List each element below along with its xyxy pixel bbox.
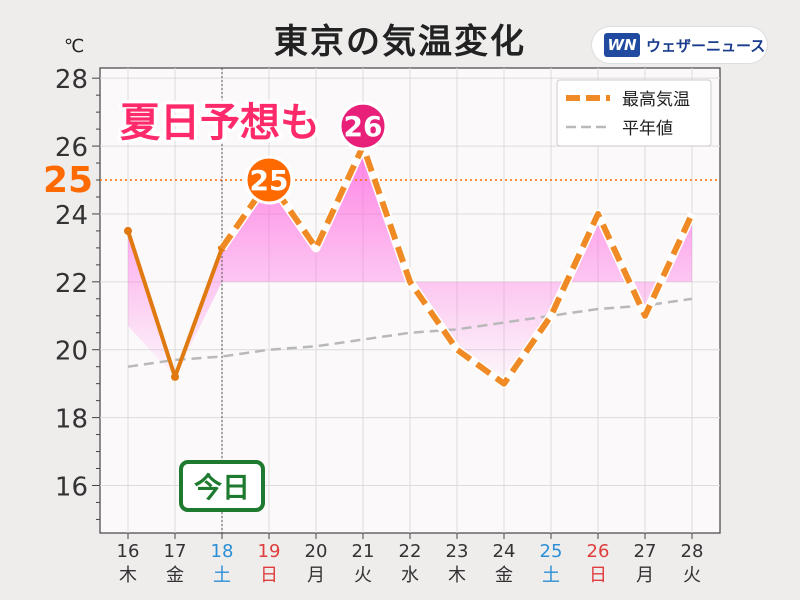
y-axis: 16 18 20 22 24 26 28 <box>55 65 100 520</box>
x-weekday-label: 月 <box>636 565 654 586</box>
y-unit-label: ℃ <box>64 36 85 57</box>
peak-badge-label: 25 <box>250 164 289 197</box>
x-weekday-label: 月 <box>307 565 325 586</box>
x-weekday-label: 日 <box>589 565 607 586</box>
today-badge <box>179 460 265 512</box>
observed-point <box>124 226 132 235</box>
observed-point <box>171 372 179 381</box>
x-axis: 16 木 17 金 18 土 19 日 20 月 21 火 22 水 23 木 24 金 25 土 26 日 27 月 28 火 <box>117 533 704 586</box>
threshold-label: 25 <box>43 160 93 201</box>
brand-name: ウェザーニュース <box>646 36 766 55</box>
x-tick-label: 28 <box>681 541 704 562</box>
y-tick-label: 16 <box>55 472 88 502</box>
x-weekday-label: 木 <box>119 565 137 586</box>
x-tick-label: 17 <box>164 541 187 562</box>
peak-badge-label: 26 <box>344 110 383 143</box>
peak-badge <box>244 155 294 205</box>
brand-badge: WN ウェザーニュース <box>592 27 767 63</box>
today-badge-label: 今日 <box>194 471 250 504</box>
x-tick-label: 20 <box>305 541 328 562</box>
series-line-normal <box>127 297 693 368</box>
x-tick-label: 25 <box>540 541 563 562</box>
x-tick-label: 23 <box>446 541 469 562</box>
y-tick-label: 18 <box>55 405 88 435</box>
chart-title: 東京の気温変化 <box>274 22 526 62</box>
series-line-forecast <box>219 143 695 387</box>
legend-label-normal: 平年値 <box>622 119 673 139</box>
x-weekday-label: 火 <box>354 565 372 586</box>
x-tick-label: 18 <box>211 541 234 562</box>
y-tick-label: 22 <box>55 269 88 299</box>
legend-label-max: 最高気温 <box>622 90 690 110</box>
y-tick-label: 28 <box>55 65 88 95</box>
x-weekday-label: 水 <box>401 565 419 586</box>
y-tick-label: 20 <box>55 337 88 367</box>
x-tick-label: 22 <box>399 541 422 562</box>
y-tick-label: 24 <box>55 201 88 231</box>
x-weekday-label: 土 <box>542 565 560 586</box>
x-tick-label: 19 <box>258 541 281 562</box>
x-tick-label: 27 <box>634 541 657 562</box>
x-weekday-label: 金 <box>495 565 513 586</box>
x-tick-label: 16 <box>117 541 140 562</box>
x-weekday-label: 日 <box>260 565 278 586</box>
y-tick-label: 26 <box>55 133 88 163</box>
highlight-area <box>128 146 692 384</box>
x-weekday-label: 金 <box>166 565 184 586</box>
callout-text: 夏日予想も <box>120 100 320 146</box>
brand-logo-icon: WN <box>604 33 640 57</box>
x-weekday-label: 火 <box>683 565 701 586</box>
x-tick-label: 26 <box>587 541 610 562</box>
x-tick-label: 24 <box>493 541 516 562</box>
x-weekday-label: 土 <box>213 565 231 586</box>
plot-content <box>100 68 720 533</box>
x-tick-label: 21 <box>352 541 375 562</box>
x-weekday-label: 木 <box>448 565 466 586</box>
peak-badge <box>338 101 388 151</box>
